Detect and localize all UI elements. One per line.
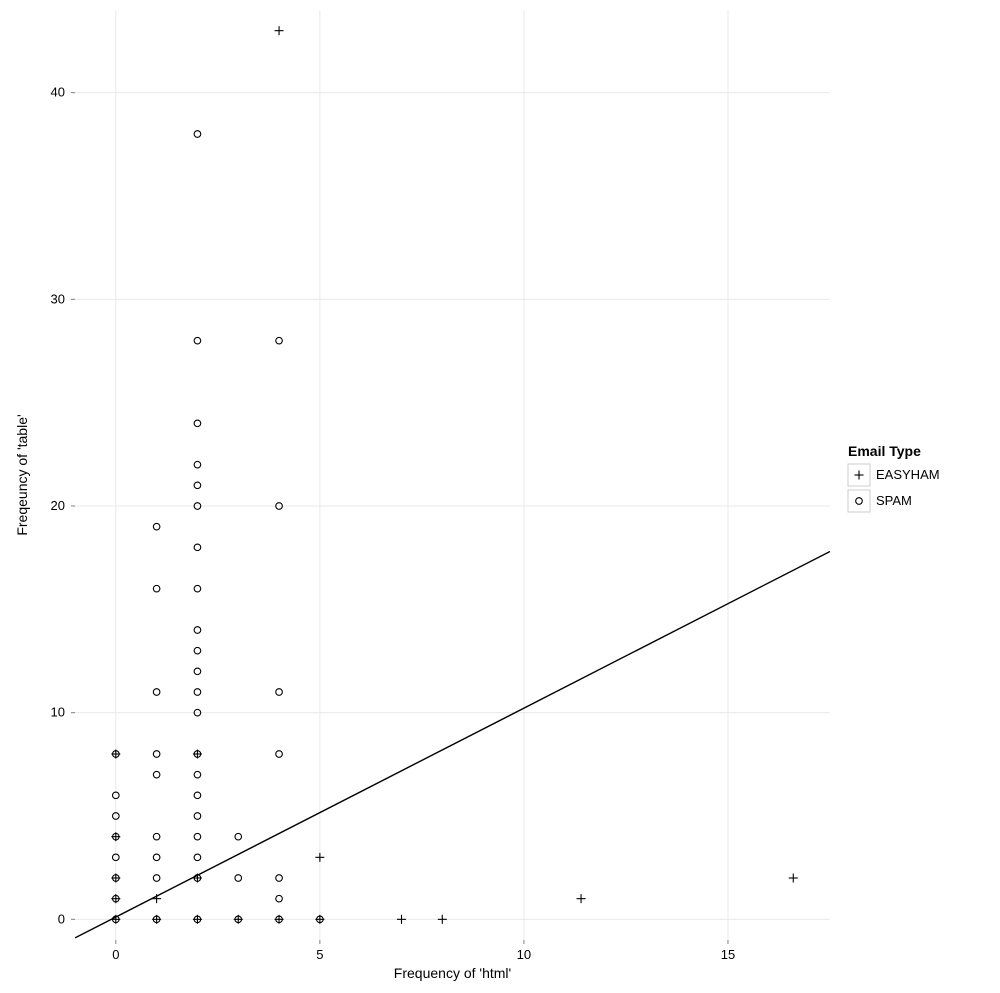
y-tick-label: 10	[51, 705, 65, 720]
y-tick-label: 30	[51, 291, 65, 306]
x-tick-label: 15	[721, 947, 735, 962]
y-axis-label: Freqeuncy of 'table'	[14, 414, 30, 535]
legend-title: Email Type	[848, 443, 921, 459]
chart-container: 0 5 10 15 0 10 20 30 40 Frequency of 'html' Freqeu…	[0, 0, 1000, 993]
plot-panel	[75, 10, 830, 940]
y-tick-label: 20	[51, 498, 65, 513]
legend-key-box	[848, 490, 870, 512]
x-tick-label: 5	[316, 947, 323, 962]
legend-item-label: SPAM	[876, 493, 912, 508]
x-tick-label: 10	[517, 947, 531, 962]
legend: Email Type EASYHAM SPAM	[848, 443, 940, 512]
legend-item-label: EASYHAM	[876, 467, 940, 482]
x-axis-label: Frequency of 'html'	[394, 965, 511, 981]
scatter-chart: 0 5 10 15 0 10 20 30 40 Frequency of 'html' Freqeu…	[0, 0, 1000, 993]
y-tick-label: 40	[51, 85, 65, 100]
x-tick-label: 0	[112, 947, 119, 962]
y-tick-label: 0	[58, 911, 65, 926]
